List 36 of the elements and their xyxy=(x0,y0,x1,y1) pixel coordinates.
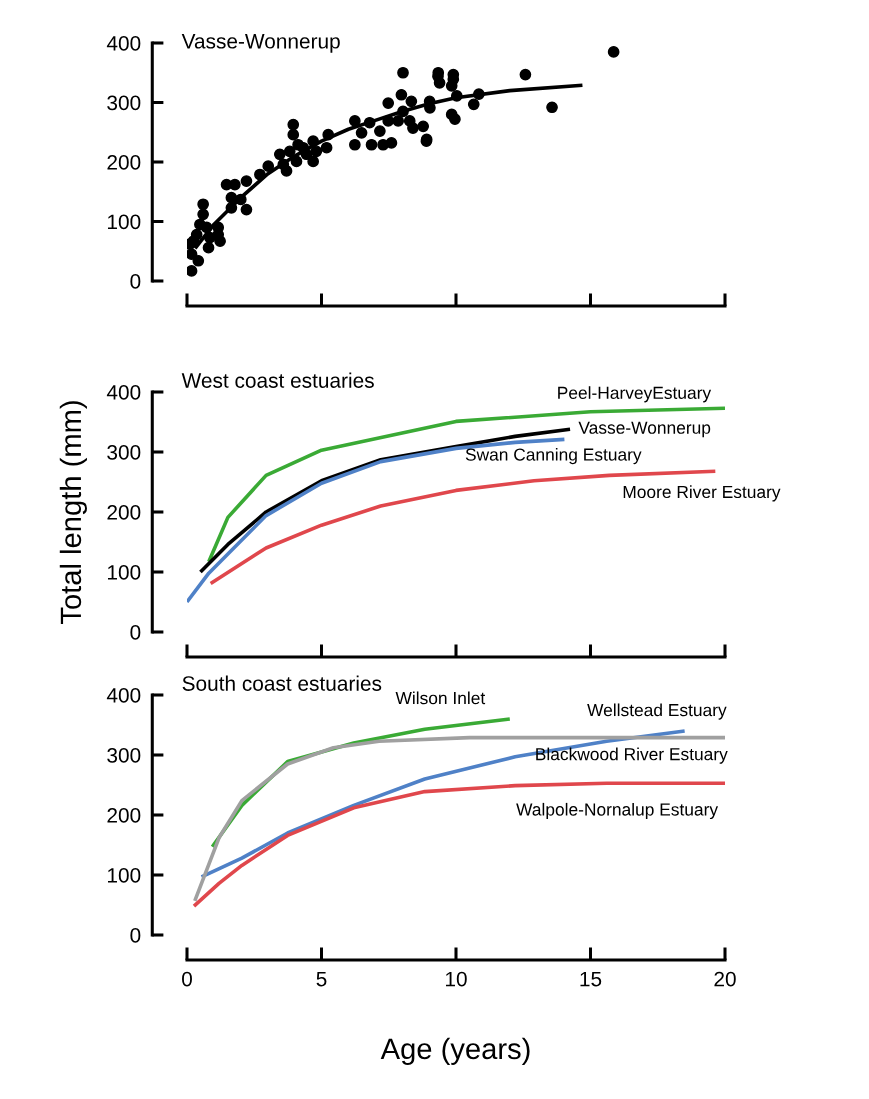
y-tick-label: 100 xyxy=(108,868,141,883)
y-tick-label: 300 xyxy=(107,445,141,460)
series-label: Moore River Estuary xyxy=(623,485,781,502)
y-tick-label: 200 xyxy=(107,808,141,823)
x-axis-title: Age (years) xyxy=(380,1037,530,1065)
y-tick-label: 100 xyxy=(108,214,141,230)
x-tick-label: 20 xyxy=(714,971,736,987)
series-label: Walpole-Nornalup Estuary xyxy=(516,802,719,820)
y-tick-label: 300 xyxy=(107,748,141,763)
series-label: Wilson Inlet xyxy=(395,691,486,705)
series-label: Blackwood River Estuary xyxy=(536,747,728,764)
y-tick-label: 0 xyxy=(130,274,141,289)
series-label: Swan Canning Estuary xyxy=(465,447,642,465)
y-tick-label: 300 xyxy=(107,95,141,111)
chart-title: South coast estuaries xyxy=(182,675,382,691)
x-tick-label: 10 xyxy=(446,971,467,987)
line-series xyxy=(206,406,725,564)
y-tick-label: 200 xyxy=(107,155,141,170)
y-tick-label: 0 xyxy=(130,625,141,640)
y-axis-title: Total length (mm) xyxy=(59,401,87,624)
y-tick-label: 0 xyxy=(130,928,141,943)
y-tick-label: 400 xyxy=(106,688,141,703)
series-label: Peel-HarveyEstuary xyxy=(558,386,712,403)
chart-title: West coast estuaries xyxy=(181,372,374,388)
y-tick-label: 100 xyxy=(108,565,141,580)
series-label: Wellstead Estuary xyxy=(587,703,727,720)
x-tick-label: 5 xyxy=(316,971,327,987)
y-tick-label: 400 xyxy=(106,36,141,51)
x-tick-label: 15 xyxy=(580,971,602,987)
y-tick-label: 200 xyxy=(107,505,141,520)
line-series xyxy=(192,781,725,909)
chart-title: Vasse-Wonnerup xyxy=(181,34,340,53)
series-label: Vasse-Wonnerup xyxy=(578,421,711,438)
y-tick-label: 400 xyxy=(106,385,141,400)
line-series xyxy=(208,469,718,586)
x-tick-label: 0 xyxy=(182,971,192,987)
